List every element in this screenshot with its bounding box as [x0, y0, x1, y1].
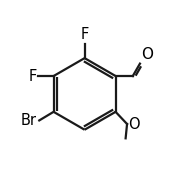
Text: Br: Br	[21, 113, 37, 128]
Text: F: F	[28, 68, 36, 84]
Text: O: O	[141, 47, 153, 62]
Text: F: F	[80, 27, 89, 42]
Text: O: O	[129, 117, 140, 132]
